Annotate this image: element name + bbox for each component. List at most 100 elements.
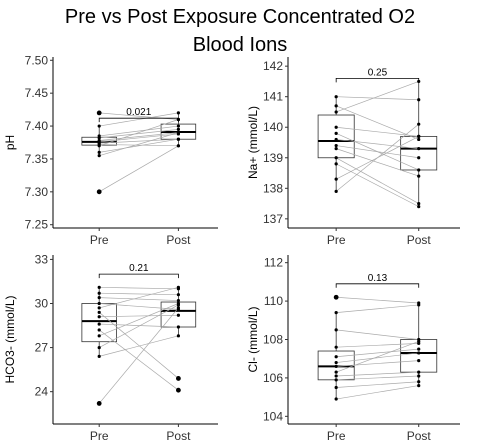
- outlier-point: [96, 110, 102, 116]
- y-axis-label: pH: [3, 135, 17, 150]
- paired-line: [99, 112, 179, 127]
- y-tick-label: 106: [263, 371, 283, 385]
- paired-line: [336, 148, 419, 177]
- paired-line: [336, 342, 419, 348]
- data-point-post: [417, 339, 421, 344]
- paired-line: [99, 138, 179, 144]
- paired-line: [336, 385, 419, 400]
- y-tick-label: 7.40: [25, 119, 49, 133]
- data-point-pre: [334, 143, 338, 148]
- paired-line: [98, 307, 179, 404]
- data-point-post: [417, 347, 421, 351]
- data-point-pre: [334, 360, 338, 365]
- data-point-post: [417, 98, 421, 102]
- outlier-point: [333, 294, 339, 300]
- panels: 7.25 7.30 7.35 7.40 7.45 7.50 Pre Post pH 0.021 13…: [3, 53, 460, 443]
- paired-line: [336, 360, 419, 367]
- y-tick-label: 141: [263, 90, 283, 104]
- data-point-post: [176, 325, 180, 329]
- data-point-post: [417, 201, 421, 206]
- data-point-post: [417, 205, 421, 209]
- paired-line: [99, 304, 179, 348]
- data-point-post: [176, 137, 180, 141]
- box-post: [400, 135, 438, 171]
- paired-line: [336, 145, 419, 159]
- y-axis-label: Na+ (mmol/L): [246, 106, 260, 179]
- data-point-pre: [334, 156, 338, 160]
- data-point-post: [176, 293, 180, 297]
- data-point-post: [417, 122, 421, 126]
- x-tick-label: Pre: [327, 233, 346, 247]
- outlier-point: [96, 189, 102, 195]
- paired-line: [99, 132, 179, 141]
- y-tick-label: 7.45: [25, 86, 49, 100]
- data-point-pre: [97, 310, 101, 314]
- data-point-post: [176, 131, 180, 135]
- paired-line: [99, 292, 179, 296]
- paired-line: [336, 348, 419, 358]
- paired-line: [99, 335, 179, 357]
- data-point-post: [417, 370, 421, 374]
- data-point-pre: [97, 144, 101, 148]
- paired-line: [336, 329, 419, 340]
- y-tick-label: 7.35: [25, 152, 49, 166]
- data-point-pre: [334, 110, 338, 114]
- data-point-post: [417, 134, 421, 138]
- data-point-post: [176, 334, 180, 338]
- data-point-pre: [97, 345, 101, 350]
- paired-line: [99, 286, 179, 309]
- paired-line: [336, 96, 419, 101]
- pvalue-bracket: [98, 117, 179, 123]
- data-point-post: [176, 285, 180, 289]
- x-tick-label: Post: [166, 429, 191, 443]
- paired-line: [99, 297, 179, 301]
- pvalue-bracket: [335, 283, 420, 288]
- data-point-pre: [334, 131, 338, 135]
- data-point-post: [417, 374, 421, 378]
- x-tick-label: Pre: [90, 233, 109, 247]
- outlier-point: [176, 387, 181, 393]
- paired-line: [99, 144, 179, 147]
- paired-line: [99, 132, 179, 156]
- data-point-pre: [97, 306, 101, 310]
- outlier-point: [96, 401, 102, 406]
- paired-line: [98, 329, 179, 391]
- x-tick-label: Pre: [327, 429, 346, 443]
- data-point-pre: [334, 328, 338, 332]
- data-point-pre: [97, 328, 101, 332]
- data-point-pre: [334, 378, 338, 382]
- data-point-pre: [97, 154, 101, 158]
- y-tick-label: 27: [35, 341, 49, 355]
- data-point-post: [176, 111, 180, 115]
- data-point-pre: [97, 334, 101, 338]
- paired-line: [99, 314, 179, 318]
- y-tick-label: 7.50: [25, 53, 49, 67]
- x-tick-label: Post: [166, 233, 191, 247]
- data-point-post: [417, 383, 421, 388]
- data-point-pre: [97, 354, 101, 358]
- y-tick-label: 112: [264, 256, 283, 270]
- y-tick-label: 110: [264, 294, 283, 308]
- paired-line: [336, 352, 419, 363]
- y-tick-label: 138: [263, 181, 283, 195]
- data-point-pre: [97, 150, 101, 154]
- paired-line: [336, 375, 419, 381]
- data-point-pre: [334, 137, 338, 142]
- y-tick-label: 30: [35, 296, 49, 310]
- y-axis-label: Cl- (mmol/L): [246, 307, 260, 373]
- data-point-pre: [97, 315, 101, 319]
- data-point-post: [417, 351, 421, 355]
- paired-line: [99, 119, 179, 147]
- data-point-pre: [97, 296, 101, 300]
- panel-1: 7.25 7.30 7.35 7.40 7.45 7.50 Pre Post pH 0.021: [3, 53, 218, 247]
- paired-line: [336, 371, 419, 377]
- x-tick-label: Post: [407, 429, 432, 443]
- paired-line: [336, 304, 419, 313]
- paired-line: [99, 286, 179, 290]
- data-point-pre: [334, 397, 338, 401]
- y-tick-label: 24: [35, 385, 49, 399]
- data-point-pre: [97, 136, 101, 140]
- data-point-pre: [334, 370, 338, 374]
